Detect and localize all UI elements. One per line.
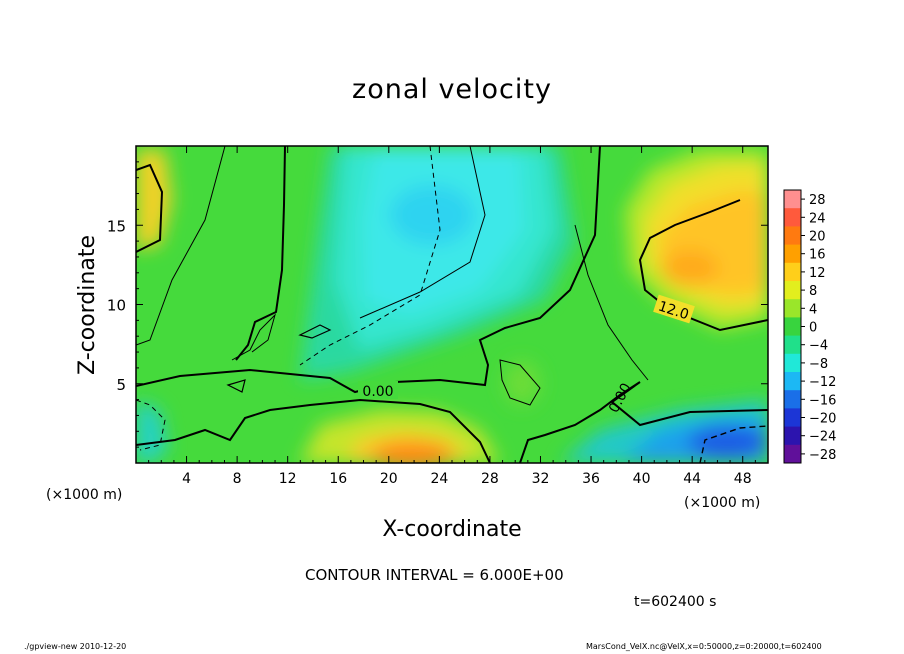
contour-thin-center [359, 146, 486, 319]
contour-label-zero-main: 0.00 [362, 384, 393, 400]
colorbar-swatch [784, 426, 801, 446]
x-axis-title: X-coordinate [382, 517, 521, 542]
field-blob-right-core [662, 250, 718, 286]
contour-12-left [136, 163, 164, 253]
field-patch-right [504, 361, 540, 405]
colorbar-swatch [784, 299, 801, 318]
x-tick-label: 24 [430, 471, 448, 487]
x-tick-label: 40 [633, 471, 651, 487]
y-tick-label: 15 [107, 217, 126, 235]
y-axis: 5 10 15 [107, 161, 768, 448]
field-plume-center [390, 185, 474, 245]
colorbar-swatch [784, 317, 801, 337]
colorbar-label: −8 [809, 357, 828, 372]
field-blob-bottom-core [372, 442, 452, 463]
colorbar-swatch [784, 408, 801, 428]
x-tick-label: 48 [734, 471, 752, 487]
x-axis-unit: (×1000 m) [684, 495, 760, 511]
contour-zero-main [136, 146, 601, 394]
x-tick-label: 28 [481, 471, 499, 487]
contour-zero-right [519, 381, 768, 463]
colorbar-swatch [784, 262, 801, 282]
colorbar-label: −16 [809, 393, 836, 408]
x-tick-label: 32 [532, 471, 550, 487]
colorbar-swatch [784, 353, 801, 373]
colorbar-swatch [784, 335, 801, 355]
colorbar-label: −4 [809, 339, 828, 354]
y-axis-title: Z-coordinate [75, 235, 100, 375]
footer-right: MarsCond_VelX.nc@VelX,x=0:50000,z=0:2000… [586, 642, 822, 651]
colorbar: 28 24 20 16 12 8 4 0 −4 −8 −12 −16 −20 −24 −28 [783, 189, 836, 464]
colorbar-swatch [784, 372, 801, 391]
colorbar-swatch [784, 390, 801, 409]
colorbar-label: 28 [809, 193, 826, 208]
heatmap-field: 12.0 0.00 0.00 [136, 146, 768, 463]
contour-neg6-left [136, 399, 166, 451]
x-tick-label: 16 [329, 471, 347, 487]
field-blob-blue-core [688, 426, 768, 458]
colorbar-swatch [784, 190, 801, 209]
field-blob-cyan-left [136, 400, 168, 463]
colorbar-swatch [784, 208, 801, 227]
footer-left: ./gpview-new 2010-12-20 [24, 642, 127, 651]
colorbar-label: 0 [809, 321, 817, 336]
colorbar-label: 12 [809, 266, 826, 281]
colorbar-label: −24 [809, 430, 836, 445]
contour-neg6-center [299, 146, 441, 366]
contour-12-right [638, 199, 768, 332]
contour-zero-left [235, 146, 286, 361]
x-tick-label: 20 [380, 471, 398, 487]
colorbar-label: −20 [809, 412, 836, 427]
contour-interval-label: CONTOUR INTERVAL = 6.000E+00 [305, 566, 564, 584]
x-tick-label: 8 [233, 471, 242, 487]
colorbar-swatch [784, 244, 801, 264]
contour-neg12-right [699, 425, 768, 463]
colorbar-swatch [784, 444, 801, 464]
contour-6-left [136, 146, 226, 346]
field-blob-left [136, 150, 172, 250]
colorbar-label: −28 [809, 448, 836, 463]
colorbar-label: 20 [809, 230, 826, 245]
contour-small-loop2 [226, 379, 246, 393]
x-tick-label: 44 [683, 471, 701, 487]
contour-zero-lower [136, 398, 491, 463]
colorbar-label: −12 [809, 375, 836, 390]
x-tick-label: 36 [582, 471, 600, 487]
colorbar-swatch [784, 281, 801, 300]
colorbar-label: 16 [809, 248, 826, 263]
colorbar-label: 8 [809, 284, 817, 299]
y-tick-label: 5 [116, 376, 126, 394]
time-label: t=602400 s [634, 594, 717, 610]
contour-small-loop [298, 324, 332, 339]
x-tick-label: 4 [182, 471, 191, 487]
contour-patch-right [499, 359, 541, 406]
contour-scribble [231, 313, 276, 361]
chart-title: zonal velocity [352, 74, 552, 105]
contour-6-right [574, 224, 649, 381]
colorbar-label: 4 [809, 302, 817, 317]
contour-lines [136, 146, 768, 463]
y-tick-label: 10 [107, 297, 126, 315]
colorbar-label: 24 [809, 211, 826, 226]
x-tick-label: 12 [279, 471, 297, 487]
colorbar-swatch [784, 226, 801, 246]
x-axis: 4 8 12 16 20 24 28 32 36 40 44 48 [148, 146, 756, 487]
y-axis-unit: (×1000 m) [46, 487, 122, 503]
